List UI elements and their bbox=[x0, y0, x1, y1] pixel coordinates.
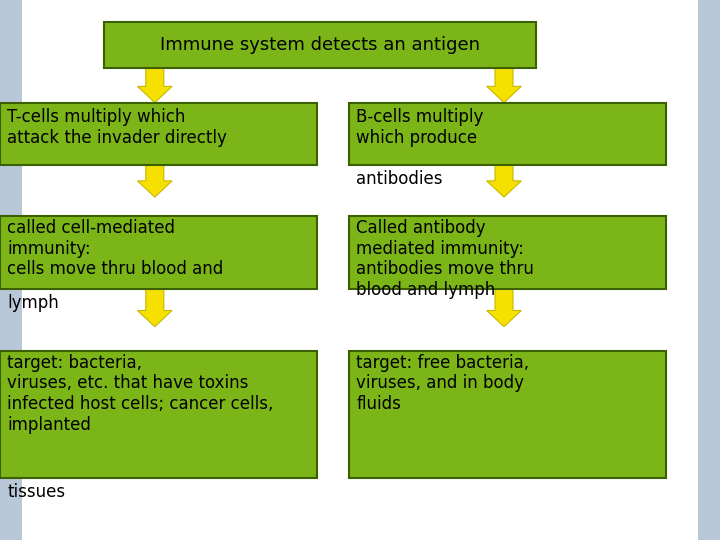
FancyBboxPatch shape bbox=[0, 103, 317, 165]
FancyBboxPatch shape bbox=[0, 216, 317, 289]
FancyBboxPatch shape bbox=[0, 351, 317, 478]
Text: B-cells multiply
which produce: B-cells multiply which produce bbox=[356, 108, 484, 147]
Polygon shape bbox=[487, 165, 521, 197]
Polygon shape bbox=[487, 68, 521, 103]
Text: Called antibody
mediated immunity:
antibodies move thru
blood and lymph: Called antibody mediated immunity: antib… bbox=[356, 219, 534, 299]
Polygon shape bbox=[487, 289, 521, 327]
FancyBboxPatch shape bbox=[349, 351, 666, 478]
FancyBboxPatch shape bbox=[698, 0, 720, 540]
Polygon shape bbox=[138, 68, 172, 103]
Text: called cell-mediated
immunity:
cells move thru blood and: called cell-mediated immunity: cells mov… bbox=[7, 219, 223, 278]
Polygon shape bbox=[138, 165, 172, 197]
Text: tissues: tissues bbox=[7, 483, 66, 501]
Text: target: free bacteria,
viruses, and in body
fluids: target: free bacteria, viruses, and in b… bbox=[356, 354, 529, 413]
Polygon shape bbox=[138, 289, 172, 327]
FancyBboxPatch shape bbox=[349, 216, 666, 289]
Text: antibodies: antibodies bbox=[356, 170, 443, 188]
FancyBboxPatch shape bbox=[0, 0, 22, 540]
Text: lymph: lymph bbox=[7, 294, 59, 312]
Text: T-cells multiply which
attack the invader directly: T-cells multiply which attack the invade… bbox=[7, 108, 227, 147]
Text: Immune system detects an antigen: Immune system detects an antigen bbox=[161, 36, 480, 53]
Text: target: bacteria,
viruses, etc. that have toxins
infected host cells; cancer cel: target: bacteria, viruses, etc. that hav… bbox=[7, 354, 274, 434]
FancyBboxPatch shape bbox=[349, 103, 666, 165]
FancyBboxPatch shape bbox=[104, 22, 536, 68]
